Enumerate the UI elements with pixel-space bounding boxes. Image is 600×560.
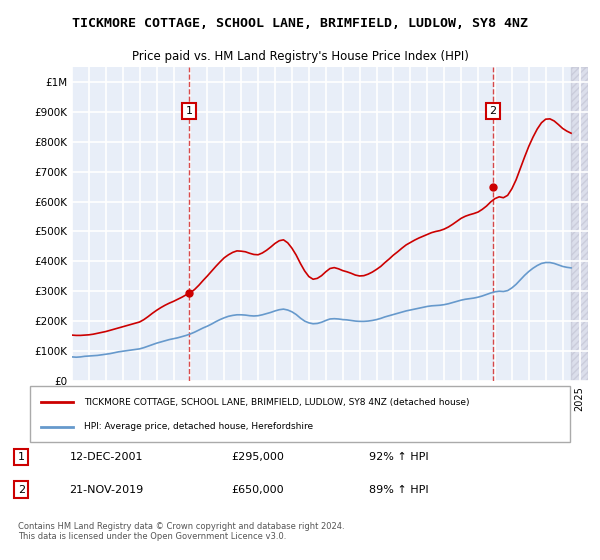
Text: 2: 2	[18, 485, 25, 494]
Text: 21-NOV-2019: 21-NOV-2019	[70, 485, 144, 494]
Text: £650,000: £650,000	[231, 485, 284, 494]
Text: 89% ↑ HPI: 89% ↑ HPI	[369, 485, 429, 494]
Text: TICKMORE COTTAGE, SCHOOL LANE, BRIMFIELD, LUDLOW, SY8 4NZ (detached house): TICKMORE COTTAGE, SCHOOL LANE, BRIMFIELD…	[84, 398, 470, 407]
Text: 1: 1	[185, 106, 193, 116]
Text: 92% ↑ HPI: 92% ↑ HPI	[369, 452, 429, 462]
Bar	[571, 67, 588, 381]
Text: 1: 1	[18, 452, 25, 462]
Text: HPI: Average price, detached house, Herefordshire: HPI: Average price, detached house, Here…	[84, 422, 313, 431]
Text: TICKMORE COTTAGE, SCHOOL LANE, BRIMFIELD, LUDLOW, SY8 4NZ: TICKMORE COTTAGE, SCHOOL LANE, BRIMFIELD…	[72, 17, 528, 30]
Text: Contains HM Land Registry data © Crown copyright and database right 2024.
This d: Contains HM Land Registry data © Crown c…	[18, 522, 344, 542]
Text: Price paid vs. HM Land Registry's House Price Index (HPI): Price paid vs. HM Land Registry's House …	[131, 50, 469, 63]
Text: 2: 2	[490, 106, 497, 116]
Text: 12-DEC-2001: 12-DEC-2001	[70, 452, 143, 462]
FancyBboxPatch shape	[30, 386, 570, 442]
Text: £295,000: £295,000	[231, 452, 284, 462]
